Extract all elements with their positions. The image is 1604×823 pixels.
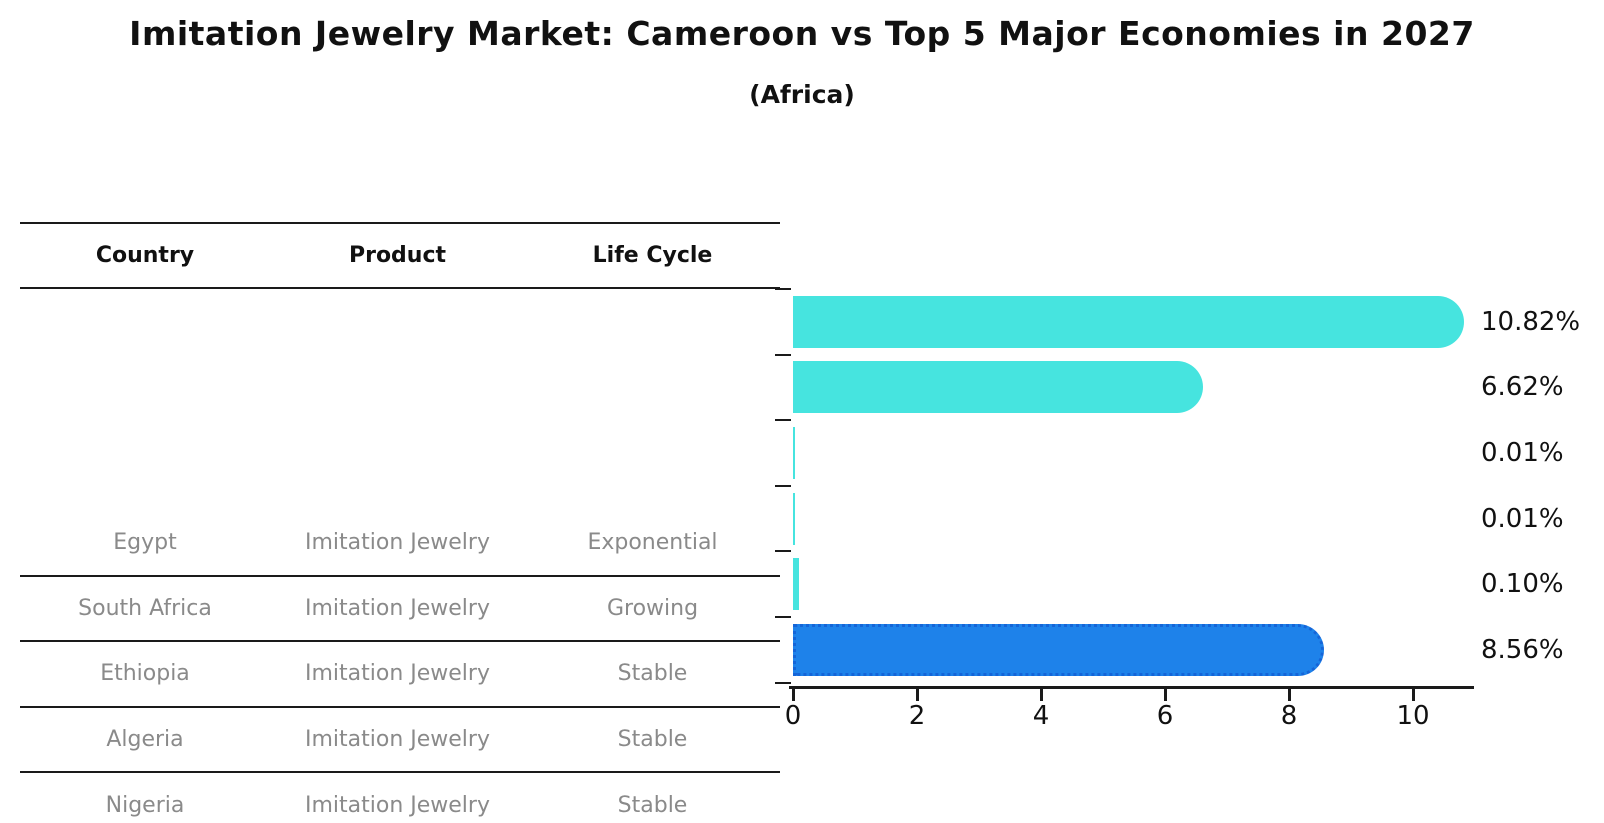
y-axis-tick xyxy=(775,288,791,290)
x-axis-tick-label: 0 xyxy=(784,701,802,731)
table-row: Egypt Imitation Jewelry Exponential xyxy=(20,511,780,577)
table-header-row: Country Product Life Cycle xyxy=(20,222,780,289)
x-axis-tick-label: 6 xyxy=(1156,701,1174,731)
x-axis-tick xyxy=(916,689,919,701)
bar-nigeria xyxy=(793,558,800,611)
y-axis-tick xyxy=(775,550,791,553)
y-axis-tick xyxy=(775,353,791,356)
bar-value-label: 10.82% xyxy=(1481,306,1581,337)
table-cell-country: Algeria xyxy=(106,727,184,753)
bar-algeria xyxy=(793,492,795,545)
bar-value-label: 0.10% xyxy=(1481,569,1564,600)
x-axis-tick xyxy=(1412,689,1415,701)
page-subtitle: (Africa) xyxy=(749,80,855,109)
y-axis-tick xyxy=(775,419,791,422)
x-axis-tick-label: 10 xyxy=(1396,701,1430,731)
bar-south-africa xyxy=(793,361,1204,414)
table-cell-country: Ethiopia xyxy=(100,661,190,687)
y-axis-tick xyxy=(775,484,791,487)
table-row: South Africa Imitation Jewelry Growing xyxy=(20,577,780,643)
page-title: Imitation Jewelry Market: Cameroon vs To… xyxy=(129,14,1475,53)
table-header-product: Product xyxy=(348,243,447,268)
table-cell-product: Imitation Jewelry xyxy=(304,792,490,818)
bar-value-label: 6.62% xyxy=(1481,372,1564,403)
table-cell-country: South Africa xyxy=(78,595,212,621)
table-cell-product: Imitation Jewelry xyxy=(304,727,490,753)
x-axis-tick xyxy=(1288,689,1291,701)
x-axis-tick-label: 4 xyxy=(1032,701,1050,731)
y-axis-tick xyxy=(775,681,791,684)
x-axis-tick xyxy=(1164,689,1167,701)
x-axis-tick-label: 8 xyxy=(1280,701,1298,731)
table-cell-country: Nigeria xyxy=(105,792,185,818)
table-row: Ethiopia Imitation Jewelry Stable xyxy=(20,642,780,708)
table-cell-lifecycle: Stable xyxy=(617,727,688,753)
table-cell-lifecycle: Stable xyxy=(617,792,688,818)
table-row: Algeria Imitation Jewelry Stable xyxy=(20,708,780,774)
table-cell-lifecycle: Growing xyxy=(606,595,699,621)
table-cell-lifecycle: Exponential xyxy=(587,530,718,556)
table-header-lifecycle: Life Cycle xyxy=(592,243,713,268)
bar-egypt xyxy=(793,295,1464,348)
table-cell-product: Imitation Jewelry xyxy=(304,661,490,687)
table-cell-country: Egypt xyxy=(113,530,177,556)
table-header-country: Country xyxy=(95,243,195,268)
x-axis-tick xyxy=(1040,689,1043,701)
x-axis-line xyxy=(789,686,1474,689)
bar-cameroon xyxy=(793,623,1324,676)
table-cell-lifecycle: Stable xyxy=(617,661,688,687)
bar-value-label: 0.01% xyxy=(1481,438,1564,468)
table-cell-product: Imitation Jewelry xyxy=(304,595,490,621)
bar-value-label: 0.01% xyxy=(1481,503,1564,534)
bar-value-label: 8.56% xyxy=(1481,634,1564,665)
table-cell-product: Imitation Jewelry xyxy=(304,530,490,556)
x-axis-tick-label: 2 xyxy=(908,701,926,731)
y-axis-tick xyxy=(775,616,791,618)
table-row: Nigeria Imitation Jewelry Stable xyxy=(20,773,780,823)
x-axis-tick xyxy=(792,689,795,701)
bar-ethiopia xyxy=(793,427,795,479)
